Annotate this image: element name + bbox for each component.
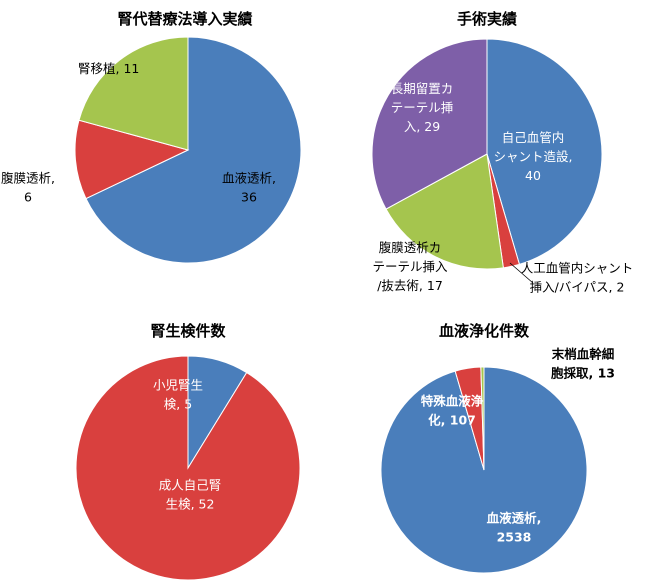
slice-label-line: 腹膜透析, bbox=[1, 171, 55, 186]
pie-slice-0-1 bbox=[74, 119, 190, 200]
pie-slice-1-0 bbox=[486, 38, 603, 265]
slice-label-line: 成人自己腎 bbox=[159, 478, 222, 493]
pie-slice-0-0 bbox=[85, 36, 302, 264]
slice-label-1-0: 自己血管内シャント造設, 40 bbox=[494, 130, 573, 183]
slice-label-line: 腹膜透析カ bbox=[379, 240, 442, 255]
pie-slice-3-2 bbox=[480, 366, 485, 471]
slice-label-0-0: 血液透析, 36 bbox=[222, 171, 276, 205]
slice-label-line: 自己血管内 bbox=[502, 130, 565, 145]
pie-chart-blood-purification: 血液浄化件数 血液透析, 2538 特殊血液浄化, 107 末梢血幹細胞採取, 13 bbox=[380, 322, 615, 574]
chart-title-purification: 血液浄化件数 bbox=[439, 322, 530, 340]
slice-label-line: 6 bbox=[24, 190, 32, 205]
pie-chart-rrt-introduction: 腎代替療法導入実績 血液透析, 36 腹膜透析, 6 腎移植, 11 bbox=[1, 10, 302, 264]
slice-label-3-0: 血液透析, 2538 bbox=[487, 511, 542, 545]
slice-label-1-1: 人工血管内シャント挿入/バイパス, 2 bbox=[521, 261, 634, 295]
slice-label-3-1: 特殊血液浄化, 107 bbox=[421, 394, 484, 428]
slice-label-line: 2538 bbox=[497, 530, 532, 545]
slice-label-line: 生検, 52 bbox=[166, 497, 215, 512]
slice-label-line: テーテル挿入 bbox=[372, 259, 448, 274]
slice-label-line: 長期留置カ bbox=[391, 81, 454, 96]
slice-label-3-2: 末梢血幹細胞採取, 13 bbox=[551, 347, 615, 381]
slice-label-line: 小児腎生 bbox=[153, 378, 203, 393]
pie-chart-surgery: 手術実績 自己血管内シャント造設, 40 人工血管内シャント挿入/バイパス, 2 腹膜… bbox=[371, 10, 634, 295]
slice-label-line: 胞採取, 13 bbox=[551, 366, 615, 381]
pie-slice-1-3 bbox=[371, 38, 488, 210]
slice-label-2-1: 成人自己腎生検, 52 bbox=[159, 478, 222, 512]
slice-label-line: 特殊血液浄 bbox=[421, 394, 484, 409]
slice-label-line: テーテル挿 bbox=[391, 100, 454, 115]
chart-title-biopsy: 腎生検件数 bbox=[150, 322, 226, 340]
slice-label-line: シャント造設, bbox=[494, 149, 573, 164]
slice-label-2-0: 小児腎生検, 5 bbox=[153, 378, 203, 412]
slice-label-1-2: 腹膜透析カテーテル挿入/抜去術, 17 bbox=[372, 240, 448, 293]
pie-slice-0-2 bbox=[78, 36, 189, 151]
slice-label-0-2: 腎移植, 11 bbox=[78, 61, 139, 76]
slice-label-line: 末梢血幹細 bbox=[551, 347, 615, 362]
chart-title-surgery: 手術実績 bbox=[457, 10, 517, 28]
chart-title-rrt: 腎代替療法導入実績 bbox=[117, 10, 252, 28]
pie-chart-renal-biopsy: 腎生検件数 小児腎生検, 5 成人自己腎生検, 52 bbox=[75, 322, 301, 581]
slice-label-line: 検, 5 bbox=[164, 397, 192, 412]
pie-slice-1-2 bbox=[385, 153, 504, 270]
slice-label-0-1: 腹膜透析, 6 bbox=[1, 171, 55, 205]
slice-label-line: 入, 29 bbox=[404, 119, 440, 134]
slice-label-line: /抜去術, 17 bbox=[377, 278, 443, 293]
slice-label-1-3: 長期留置カテーテル挿入, 29 bbox=[391, 81, 454, 134]
slice-label-line: 血液透析, bbox=[222, 171, 276, 186]
slice-label-line: 血液透析, bbox=[487, 511, 542, 526]
leader-line bbox=[509, 262, 534, 284]
slice-label-line: 挿入/バイパス, 2 bbox=[530, 280, 625, 295]
slice-label-line: 36 bbox=[241, 190, 257, 205]
slice-label-line: 化, 107 bbox=[428, 413, 476, 428]
slice-label-line: 40 bbox=[525, 168, 541, 183]
pie-slice-2-1 bbox=[75, 355, 301, 581]
slice-label-line: 腎移植, 11 bbox=[78, 61, 139, 76]
slice-label-line: 人工血管内シャント bbox=[521, 261, 634, 276]
